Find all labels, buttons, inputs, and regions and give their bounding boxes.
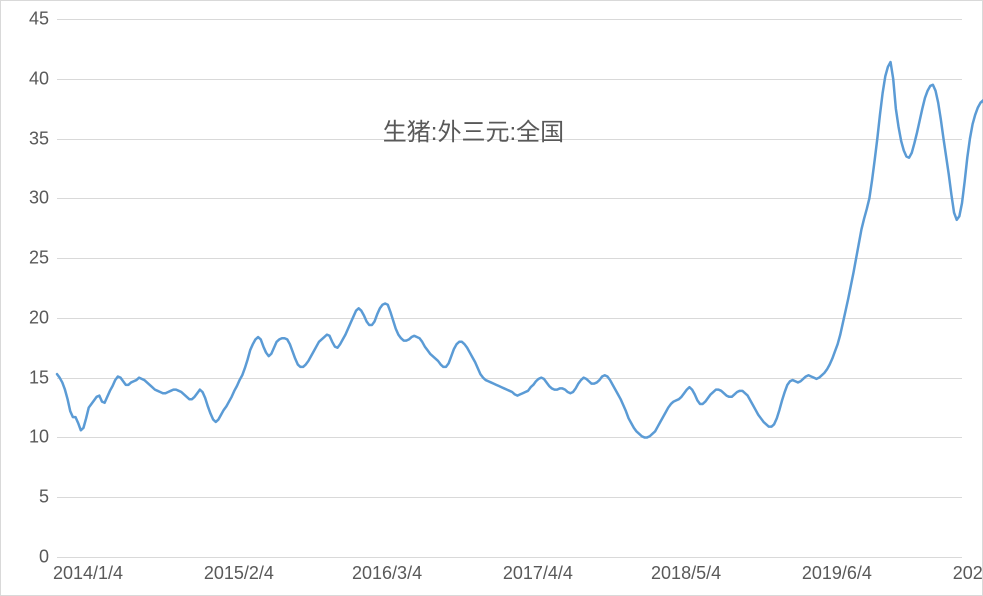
chart-title: 生猪:外三元:全国: [383, 112, 564, 147]
y-tick-label: 40: [29, 68, 57, 89]
line-series: [57, 19, 962, 557]
x-tick-label: 2015/2/4: [204, 557, 274, 584]
y-tick-label: 35: [29, 128, 57, 149]
x-tick-label: 2016/3/4: [352, 557, 422, 584]
y-tick-label: 15: [29, 367, 57, 388]
y-tick-label: 45: [29, 9, 57, 30]
chart-container: 生猪:外三元:全国 051015202530354045 2014/1/4201…: [0, 0, 983, 596]
x-tick-label: 2017/4/4: [503, 557, 573, 584]
x-tick-label: 2018/5/4: [651, 557, 721, 584]
plot-area: 生猪:外三元:全国 051015202530354045 2014/1/4201…: [57, 19, 962, 557]
x-tick-label: 2020/7/4: [953, 557, 983, 584]
y-tick-label: 20: [29, 307, 57, 328]
y-tick-label: 25: [29, 248, 57, 269]
y-tick-label: 5: [39, 487, 57, 508]
y-tick-label: 30: [29, 188, 57, 209]
x-tick-label: 2014/1/4: [53, 557, 123, 584]
x-tick-label: 2019/6/4: [802, 557, 872, 584]
y-tick-label: 10: [29, 427, 57, 448]
